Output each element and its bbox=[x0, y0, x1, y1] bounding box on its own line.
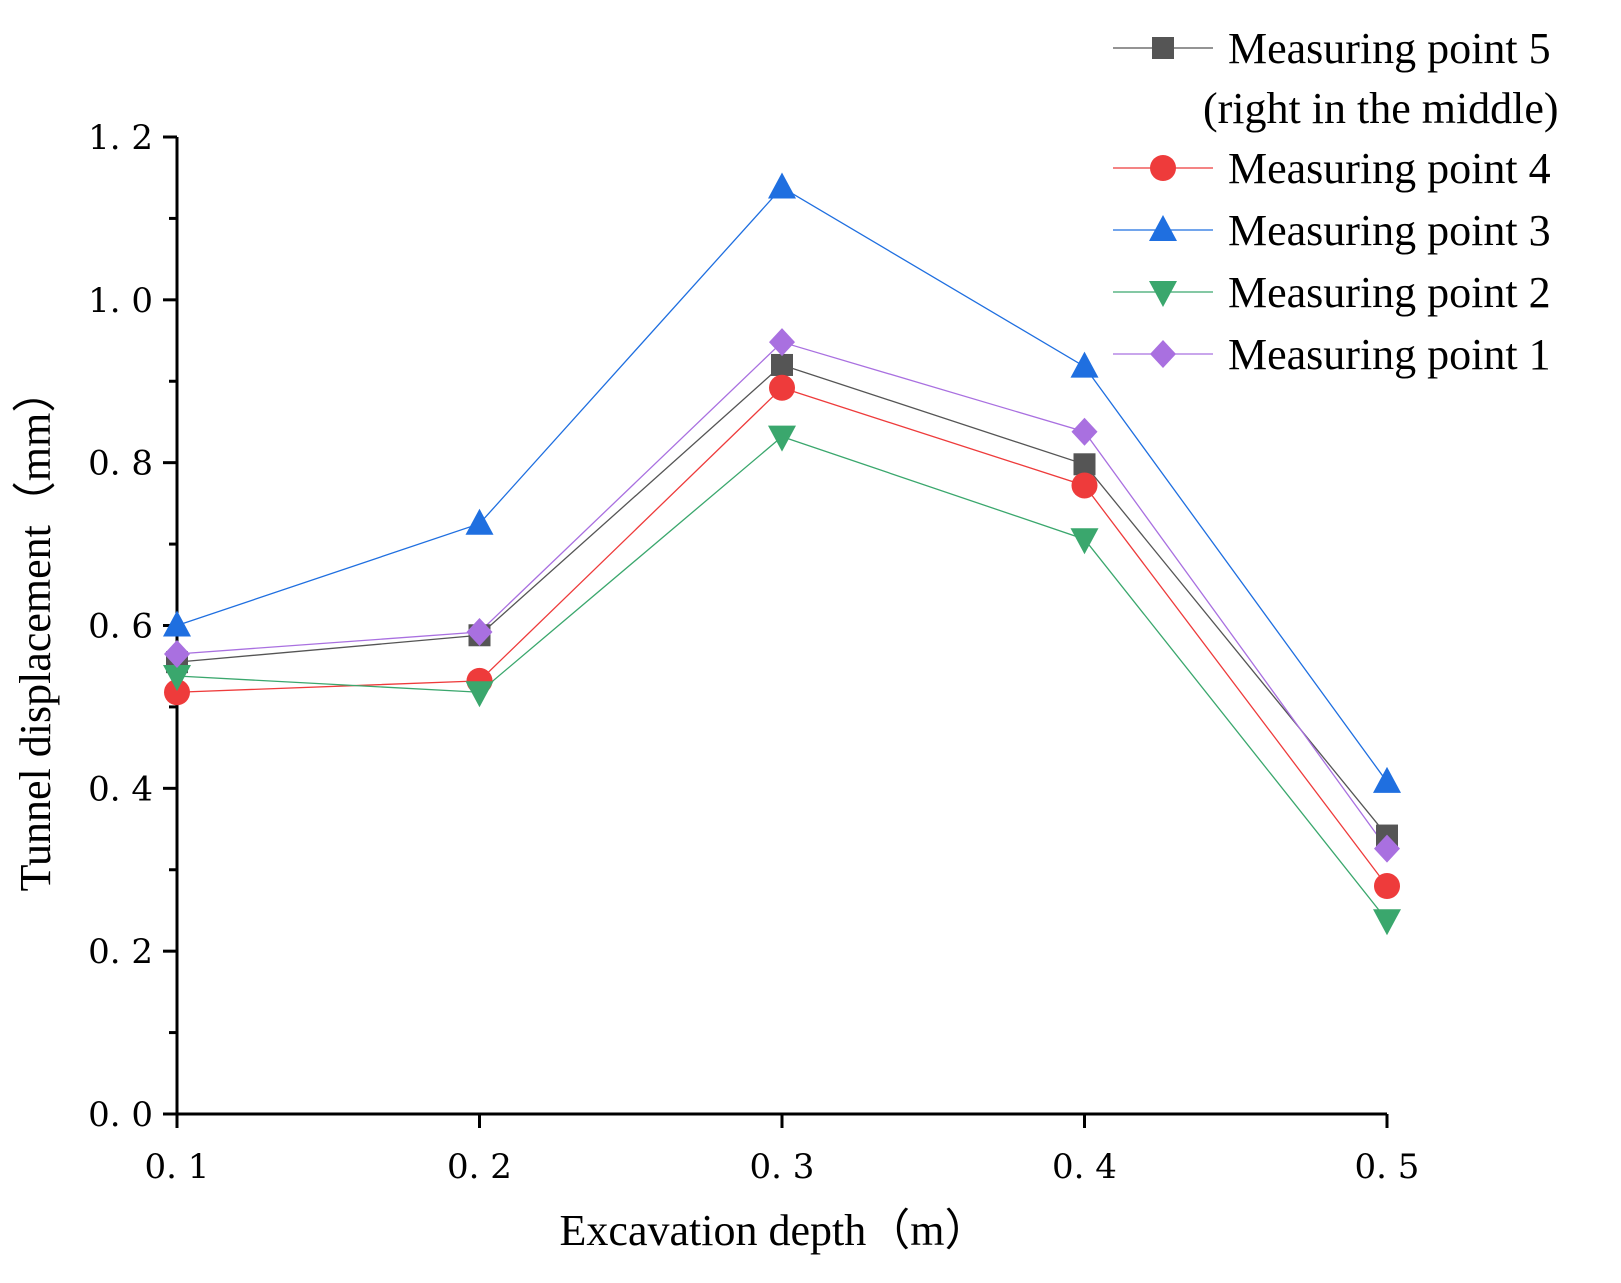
legend-label: Measuring point 2 bbox=[1228, 268, 1551, 317]
data-point bbox=[465, 681, 494, 708]
legend-label-line2: (right in the middle) bbox=[1203, 84, 1559, 133]
x-axis-title: Excavation depth（m） bbox=[560, 1206, 989, 1255]
data-point bbox=[768, 425, 796, 452]
series-3 bbox=[176, 186, 1388, 783]
legend-item: Measuring point 2 bbox=[1113, 268, 1551, 317]
series-line bbox=[176, 387, 1388, 887]
data-point bbox=[769, 328, 795, 357]
series-markers-4 bbox=[163, 425, 1401, 936]
y-tick-label: 1. 2 bbox=[88, 118, 153, 158]
series-line bbox=[176, 341, 1388, 849]
y-tick-label: 0. 2 bbox=[88, 932, 153, 972]
y-tick-label: 0. 0 bbox=[88, 1095, 153, 1135]
data-point bbox=[1373, 766, 1401, 793]
axes: 0. 0 0. 2 0. 4 0. 6 0. 8 1. 0 1. 2 0. 1 0. 2 0. 3… bbox=[88, 118, 1419, 1187]
data-point bbox=[164, 679, 190, 706]
legend-marker bbox=[1150, 340, 1176, 368]
legend-marker bbox=[1150, 155, 1176, 181]
series-layer bbox=[163, 172, 1401, 936]
legend-label: Measuring point 1 bbox=[1228, 330, 1551, 379]
data-point bbox=[1373, 909, 1401, 936]
legend-item: Measuring point 5 (right in the middle) bbox=[1113, 24, 1559, 133]
x-tick-label: 0. 5 bbox=[1355, 1147, 1420, 1187]
series-2 bbox=[176, 387, 1388, 887]
data-point bbox=[164, 639, 190, 668]
data-point bbox=[1073, 453, 1096, 476]
data-point bbox=[769, 374, 795, 401]
series-markers-5 bbox=[164, 328, 1400, 863]
legend-marker bbox=[1152, 37, 1174, 59]
y-tick-label: 0. 6 bbox=[88, 607, 153, 647]
data-point bbox=[1071, 472, 1098, 499]
series-line bbox=[176, 186, 1388, 783]
legend-label: Measuring point 4 bbox=[1228, 144, 1551, 193]
y-tick-label: 0. 4 bbox=[88, 769, 153, 809]
legend-item: Measuring point 1 bbox=[1113, 330, 1551, 379]
series-markers-2 bbox=[164, 374, 1400, 900]
legend-item: Measuring point 3 bbox=[1113, 206, 1551, 255]
data-point bbox=[466, 618, 493, 647]
data-point bbox=[163, 664, 191, 691]
series-5 bbox=[176, 341, 1388, 849]
legend-marker bbox=[1149, 215, 1177, 241]
data-point bbox=[1071, 417, 1098, 446]
series-4 bbox=[176, 435, 1388, 921]
data-point bbox=[1070, 351, 1099, 378]
x-tick-label: 0. 3 bbox=[750, 1147, 815, 1187]
x-tick-label: 0. 2 bbox=[447, 1147, 512, 1187]
legend-label: Measuring point 5 bbox=[1228, 24, 1551, 73]
data-point bbox=[1070, 528, 1099, 555]
data-point bbox=[768, 172, 796, 199]
series-markers-3 bbox=[163, 172, 1401, 793]
legend-label: Measuring point 3 bbox=[1228, 206, 1551, 255]
data-point bbox=[163, 610, 191, 637]
y-tick-label: 1. 0 bbox=[88, 281, 153, 321]
data-point bbox=[1374, 834, 1400, 863]
data-point bbox=[465, 508, 494, 535]
x-tick-label: 0. 4 bbox=[1052, 1147, 1117, 1187]
legend-marker bbox=[1149, 281, 1177, 307]
legend-item: Measuring point 4 bbox=[1113, 144, 1551, 193]
series-line bbox=[176, 435, 1388, 921]
y-axis-title: Tunnel displacement（mm） bbox=[11, 369, 60, 892]
data-point bbox=[1374, 873, 1400, 900]
x-tick-label: 0. 1 bbox=[145, 1147, 210, 1187]
y-tick-label: 0. 8 bbox=[88, 444, 153, 484]
legend: Measuring point 5(right in the middle)Me… bbox=[1113, 24, 1559, 379]
data-point bbox=[771, 353, 793, 376]
